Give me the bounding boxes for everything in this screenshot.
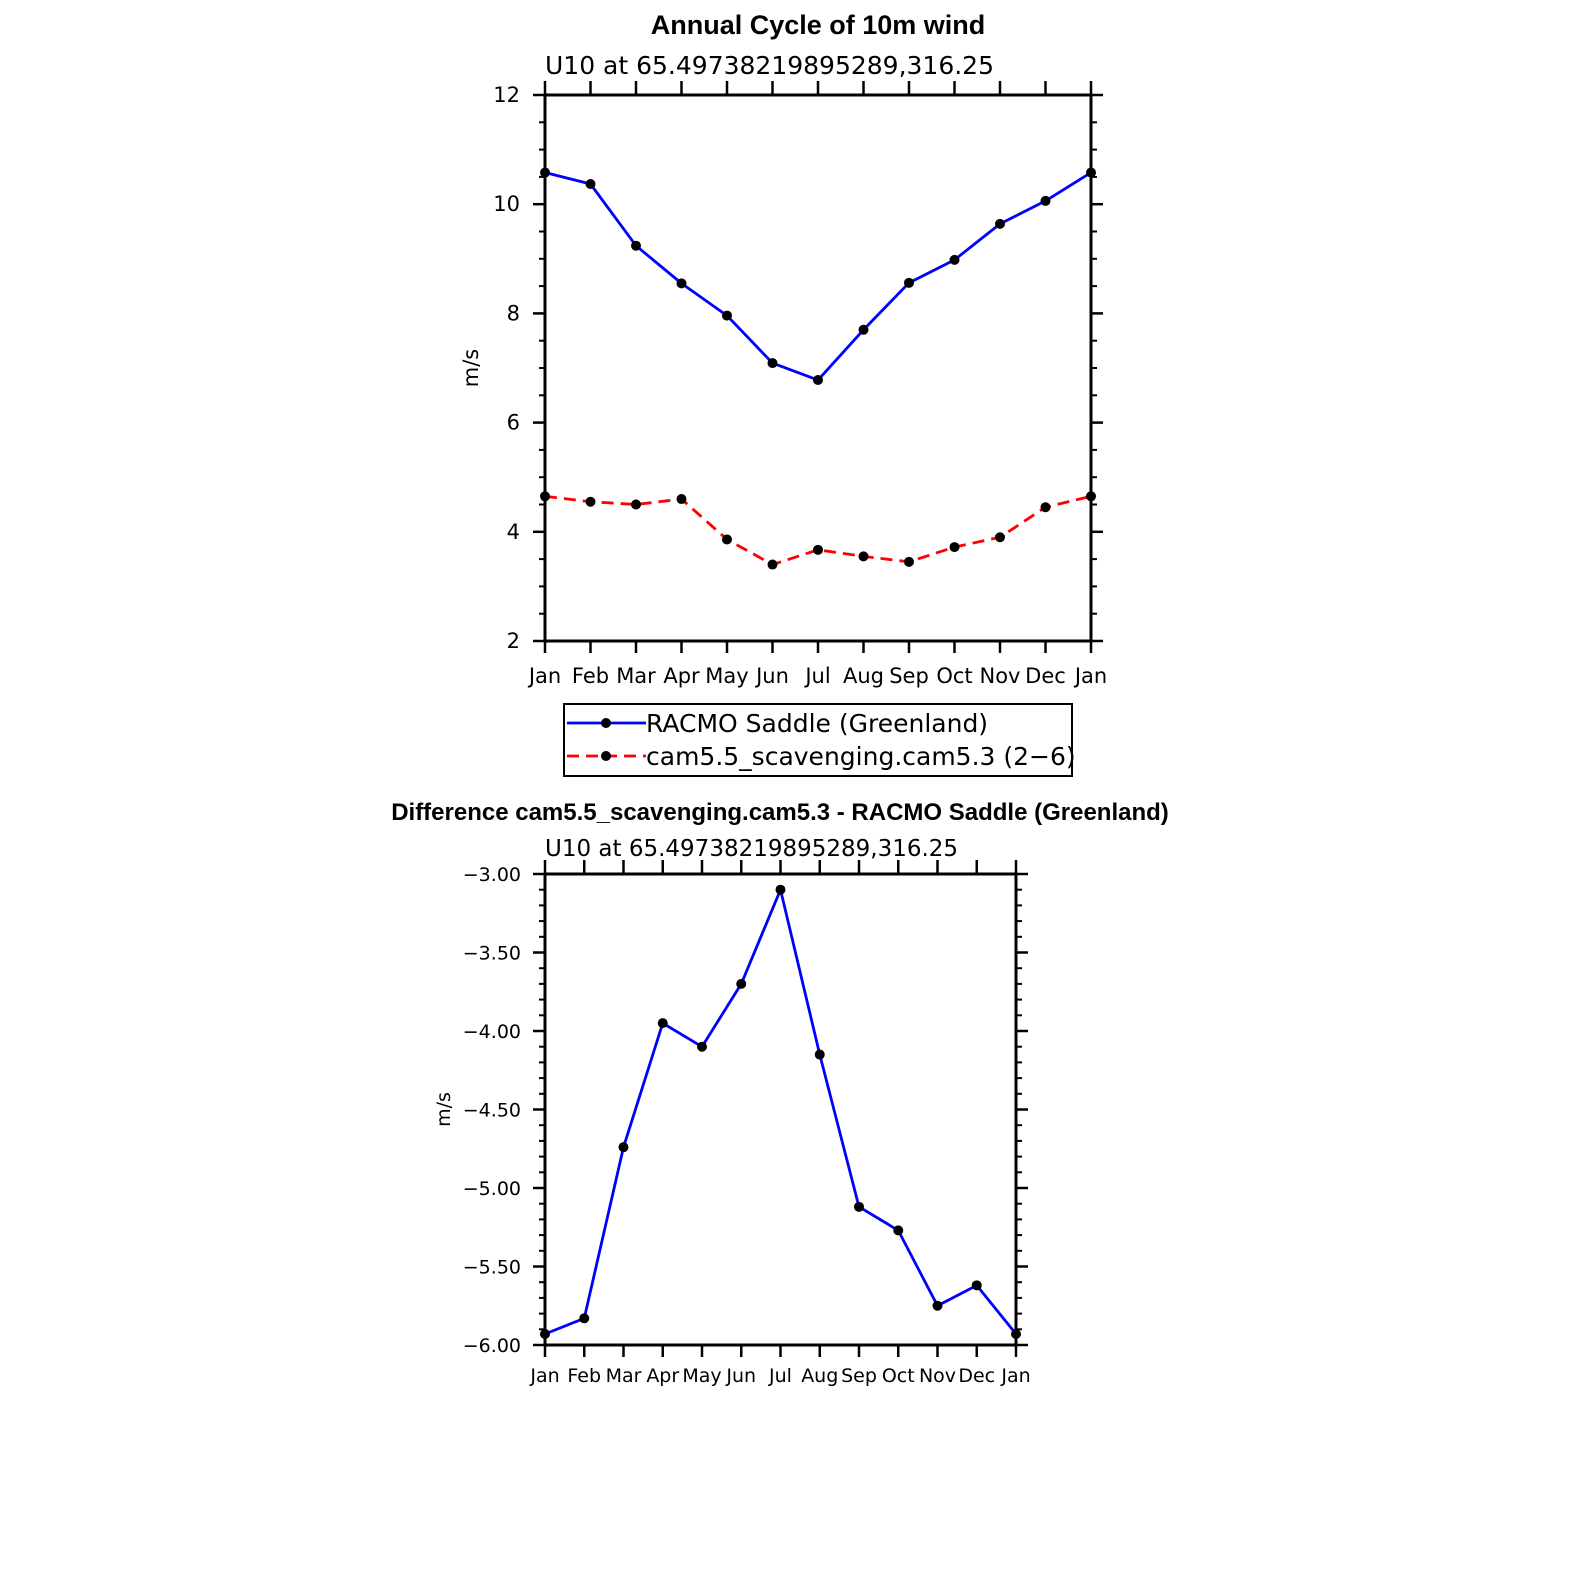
chart-subtitle: U10 at 65.49738219895289,316.25	[545, 836, 958, 862]
x-tick-label: Mar	[616, 664, 656, 688]
y-tick-label: −5.00	[463, 1178, 521, 1200]
y-tick-label: −5.50	[463, 1257, 521, 1279]
data-point	[949, 542, 960, 553]
data-point	[540, 167, 550, 178]
data-point	[631, 240, 641, 251]
y-tick-label: 8	[507, 301, 520, 325]
x-tick-label: Jan	[527, 664, 561, 688]
x-tick-label: Aug	[801, 1365, 838, 1387]
chart-title: Difference cam5.5_scavenging.cam5.3 - RA…	[391, 799, 1169, 826]
plot-frame	[543, 93, 1093, 643]
x-tick-label: Feb	[567, 1365, 601, 1387]
legend-marker	[601, 751, 611, 761]
x-tick-label: Jun	[754, 664, 789, 688]
data-point	[676, 494, 687, 505]
y-axis-label: m/s	[433, 1092, 455, 1127]
data-point	[579, 1313, 590, 1324]
x-tick-label: Sep	[841, 1365, 877, 1387]
x-tick-label: Nov	[980, 664, 1021, 688]
y-tick-label: −4.00	[463, 1021, 521, 1043]
x-tick-label: Mar	[606, 1365, 642, 1387]
x-tick-label: Apr	[663, 664, 700, 688]
data-point	[858, 551, 869, 562]
data-point	[904, 277, 914, 288]
x-tick-label: Jun	[725, 1365, 756, 1387]
data-point	[657, 1018, 668, 1029]
y-tick-label: −3.00	[463, 864, 521, 886]
data-point	[585, 178, 596, 189]
data-point	[775, 884, 786, 895]
data-point	[1086, 491, 1096, 502]
data-point	[736, 978, 747, 989]
x-tick-label: Jul	[803, 664, 830, 688]
x-tick-label: Oct	[882, 1365, 915, 1387]
data-point	[540, 1329, 550, 1340]
data-point	[1040, 195, 1051, 206]
x-tick-label: Dec	[1025, 664, 1066, 688]
x-tick-label: Jul	[768, 1365, 792, 1387]
y-tick-label: −4.50	[463, 1100, 521, 1122]
data-point	[1040, 502, 1051, 513]
data-point	[767, 559, 778, 570]
series-line-1	[544, 171, 1092, 382]
x-tick-label: Apr	[646, 1365, 679, 1387]
data-point	[631, 499, 641, 510]
x-tick-label: Feb	[572, 664, 609, 688]
x-tick-label: Jan	[1073, 664, 1107, 688]
y-tick-label: 12	[493, 83, 520, 107]
y-tick-label: 6	[507, 411, 520, 435]
x-tick-label: Jan	[1000, 1365, 1030, 1387]
y-tick-label: 10	[493, 192, 520, 216]
data-point	[618, 1142, 629, 1153]
data-point	[1086, 167, 1096, 178]
data-point	[858, 324, 869, 335]
y-tick-label: −6.00	[463, 1335, 521, 1357]
chart-1: Annual Cycle of 10m wind U10 at 65.497382…	[459, 10, 1107, 777]
y-tick-label: −3.50	[463, 943, 521, 965]
x-tick-label: May	[705, 664, 748, 688]
legend-marker	[601, 718, 611, 728]
y-tick-label: 2	[507, 629, 520, 653]
data-point	[722, 534, 732, 545]
data-point	[585, 496, 596, 507]
chart-2: Difference cam5.5_scavenging.cam5.3 - RA…	[391, 799, 1169, 1387]
x-tick-label: Aug	[843, 664, 884, 688]
data-point	[1011, 1329, 1021, 1340]
data-point	[676, 278, 687, 289]
data-point	[540, 491, 550, 502]
data-point	[949, 254, 960, 265]
data-point	[971, 1280, 982, 1291]
chart-subtitle: U10 at 65.49738219895289,316.25	[545, 51, 994, 80]
x-tick-label: Nov	[919, 1365, 956, 1387]
legend-label-2: cam5.5_scavenging.cam5.3 (2−6)	[646, 742, 1076, 771]
data-point	[932, 1300, 943, 1311]
legend-label-1: RACMO Saddle (Greenland)	[646, 709, 988, 738]
data-point	[813, 544, 823, 555]
y-axis-label: m/s	[459, 349, 483, 387]
data-point	[995, 218, 1005, 229]
series-line-1	[544, 888, 1018, 1336]
x-tick-label: Oct	[936, 664, 972, 688]
x-tick-label: Jan	[529, 1365, 559, 1387]
data-point	[722, 310, 732, 321]
data-point	[854, 1201, 864, 1212]
data-point	[813, 375, 823, 386]
x-tick-label: Sep	[889, 664, 929, 688]
y-tick-label: 4	[507, 520, 520, 544]
data-point	[995, 532, 1005, 543]
x-tick-label: May	[682, 1365, 721, 1387]
chart-title: Annual Cycle of 10m wind	[651, 10, 986, 40]
x-tick-label: Dec	[958, 1365, 995, 1387]
data-point	[814, 1049, 825, 1060]
legend-box	[563, 703, 1073, 777]
plot-frame	[543, 872, 1018, 1347]
data-point	[697, 1041, 707, 1052]
data-point	[904, 556, 914, 567]
data-point	[767, 358, 778, 369]
data-point	[893, 1225, 904, 1236]
